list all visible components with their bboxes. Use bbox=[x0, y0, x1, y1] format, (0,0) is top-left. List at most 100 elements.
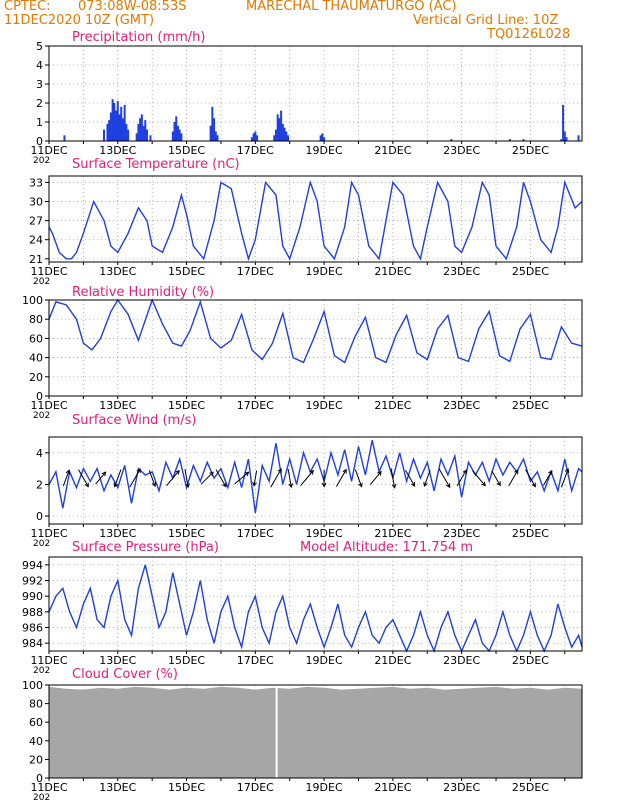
precip-bar bbox=[252, 133, 255, 141]
wind-arrow-head bbox=[321, 482, 327, 488]
y-tick-label: 0 bbox=[36, 135, 43, 148]
x-tick-label: 11DEC bbox=[30, 265, 67, 278]
precip-bar bbox=[106, 123, 109, 141]
y-tick-label: 0 bbox=[36, 772, 43, 785]
precip-bar bbox=[577, 135, 580, 141]
precip-bar bbox=[522, 139, 525, 141]
wind-arrow bbox=[405, 469, 416, 487]
wind-arrow-head bbox=[548, 469, 553, 475]
x-year-fragment: 202 bbox=[33, 411, 50, 421]
precip-bar bbox=[173, 122, 176, 141]
wind-arrow bbox=[234, 471, 249, 485]
precip-bar bbox=[115, 110, 118, 141]
y-tick-label: 27 bbox=[29, 215, 43, 228]
y-tick-label: 5 bbox=[36, 40, 43, 53]
x-tick-label: 21DEC bbox=[374, 265, 411, 278]
wind-arrow bbox=[148, 470, 156, 487]
precip-bar bbox=[274, 129, 277, 141]
x-year-fragment: 202 bbox=[33, 666, 50, 676]
precip-bar bbox=[176, 125, 179, 141]
precip-bar bbox=[116, 101, 119, 141]
x-tick-label: 15DEC bbox=[168, 654, 205, 667]
y-tick-label: 100 bbox=[22, 294, 43, 307]
panel-frame bbox=[48, 436, 583, 525]
y-tick-label: 20 bbox=[29, 371, 43, 384]
precip-bar bbox=[281, 123, 284, 141]
x-year-fragment: 202 bbox=[33, 539, 50, 549]
y-tick-label: 40 bbox=[29, 352, 43, 365]
y-tick-label: 994 bbox=[22, 559, 43, 572]
wind-arrow bbox=[390, 468, 396, 488]
precip-bar bbox=[254, 131, 257, 141]
x-tick-label: 23DEC bbox=[443, 781, 480, 794]
wind-arrow bbox=[508, 469, 519, 487]
wind-arrow-head bbox=[531, 482, 536, 488]
precip-bar bbox=[180, 133, 183, 141]
x-tick-label: 13DEC bbox=[99, 527, 136, 540]
x-tick-label: 11DEC bbox=[30, 654, 67, 667]
x-tick-label: 13DEC bbox=[99, 144, 136, 157]
wind-arrow-head bbox=[185, 483, 190, 489]
x-tick-label: 19DEC bbox=[306, 781, 343, 794]
precip-bar bbox=[560, 139, 563, 141]
x-tick-label: 21DEC bbox=[374, 527, 411, 540]
wind-arrow bbox=[270, 468, 282, 488]
precip-bar bbox=[216, 135, 219, 141]
precip-bar bbox=[171, 131, 174, 141]
y-tick-label: 988 bbox=[22, 606, 43, 619]
wind-arrow-head bbox=[391, 483, 397, 489]
precip-bar bbox=[63, 135, 66, 141]
x-tick-label: 23DEC bbox=[443, 265, 480, 278]
panel-frame bbox=[48, 556, 583, 652]
x-tick-label: 23DEC bbox=[443, 144, 480, 157]
wind-arrow-head bbox=[175, 469, 180, 475]
x-tick-label: 19DEC bbox=[306, 654, 343, 667]
wind-arrow-head bbox=[342, 468, 347, 474]
wind-arrow bbox=[472, 470, 486, 486]
wind-arrow bbox=[215, 469, 227, 487]
series-line-p4 bbox=[48, 564, 583, 654]
header-source: CPTEC: bbox=[4, 0, 51, 14]
x-tick-label: 15DEC bbox=[168, 265, 205, 278]
precip-bar bbox=[175, 116, 178, 141]
precip-bar bbox=[256, 135, 259, 141]
wind-arrow-head bbox=[462, 469, 467, 475]
x-tick-label: 11DEC bbox=[30, 781, 67, 794]
precip-bar bbox=[323, 137, 326, 141]
wind-arrow bbox=[423, 470, 431, 487]
x-tick-label: 17DEC bbox=[237, 781, 274, 794]
panel-title: Surface Wind (m/s) bbox=[72, 413, 196, 428]
x-tick-label: 11DEC bbox=[30, 399, 67, 412]
wind-arrow-head bbox=[84, 482, 89, 488]
precip-bar bbox=[144, 120, 147, 141]
y-tick-label: 30 bbox=[29, 195, 43, 208]
wind-arrow-head bbox=[514, 469, 519, 475]
wind-arrow-head bbox=[244, 471, 250, 477]
wind-arrow-head bbox=[209, 471, 214, 477]
wind-arrow bbox=[287, 469, 292, 488]
precip-bar bbox=[562, 104, 565, 141]
y-tick-label: 992 bbox=[22, 575, 43, 588]
y-tick-label: 40 bbox=[29, 735, 43, 748]
x-tick-label: 15DEC bbox=[168, 144, 205, 157]
x-tick-label: 19DEC bbox=[306, 265, 343, 278]
y-tick-label: 20 bbox=[29, 753, 43, 766]
wind-arrow-head bbox=[136, 468, 141, 474]
wind-arrow-head bbox=[252, 481, 257, 487]
wind-arrow bbox=[200, 471, 214, 485]
precip-bar bbox=[213, 118, 216, 141]
y-tick-label: 0 bbox=[36, 510, 43, 523]
cloud-area bbox=[49, 686, 582, 778]
wind-arrow bbox=[369, 471, 382, 485]
x-tick-label: 11DEC bbox=[30, 144, 67, 157]
x-tick-label: 17DEC bbox=[237, 399, 274, 412]
precip-bar bbox=[111, 99, 114, 141]
series-line-p2 bbox=[48, 298, 583, 364]
x-tick-label: 21DEC bbox=[374, 781, 411, 794]
header-coords: 073:08W-08:53S bbox=[78, 0, 187, 14]
precip-bar bbox=[280, 110, 283, 141]
wind-arrow-head bbox=[377, 470, 382, 476]
wind-arrow-head bbox=[288, 483, 294, 489]
x-tick-label: 23DEC bbox=[443, 654, 480, 667]
